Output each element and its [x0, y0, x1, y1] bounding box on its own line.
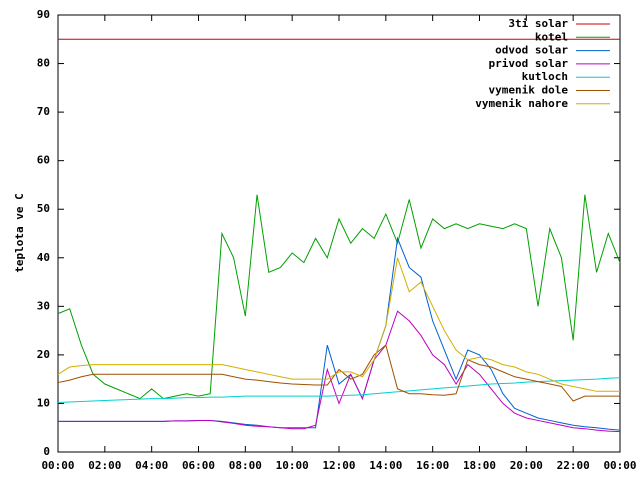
x-tick-label: 12:00 — [322, 459, 355, 472]
series-line — [57, 344, 620, 402]
legend-label: vymenik nahore — [475, 97, 568, 110]
y-tick-label: 80 — [37, 57, 50, 70]
x-tick-label: 14:00 — [369, 459, 402, 472]
y-tick-label: 40 — [37, 251, 50, 264]
x-tick-label: 02:00 — [88, 459, 121, 472]
y-tick-label: 50 — [37, 202, 50, 215]
x-tick-label: 08:00 — [229, 459, 262, 472]
y-tick-label: 70 — [37, 105, 50, 118]
y-tick-label: 30 — [37, 299, 50, 312]
legend-label: odvod solar — [495, 44, 568, 57]
y-tick-label: 60 — [37, 154, 50, 167]
x-tick-label: 06:00 — [182, 459, 215, 472]
x-tick-label: 10:00 — [276, 459, 309, 472]
y-tick-label: 90 — [37, 8, 50, 21]
y-tick-label: 0 — [43, 445, 50, 458]
series-line — [57, 194, 621, 400]
series-line — [58, 310, 621, 433]
series-line — [58, 236, 621, 431]
x-tick-label: 04:00 — [135, 459, 168, 472]
y-tick-label: 20 — [37, 348, 50, 361]
x-tick-label: 00:00 — [603, 459, 636, 472]
series-line — [57, 377, 621, 403]
legend-label: 3ti solar — [508, 17, 568, 30]
series-line — [57, 257, 620, 392]
legend-label: vymenik dole — [489, 84, 569, 97]
y-tick-label: 10 — [37, 396, 50, 409]
x-tick-label: 18:00 — [463, 459, 496, 472]
legend-label: kotel — [535, 30, 568, 43]
x-tick-label: 22:00 — [557, 459, 590, 472]
x-tick-label: 16:00 — [416, 459, 449, 472]
x-tick-label: 00:00 — [41, 459, 74, 472]
legend-label: privod solar — [489, 57, 569, 70]
x-tick-label: 20:00 — [510, 459, 543, 472]
legend-label: kutloch — [522, 70, 568, 83]
y-axis-label: teplota ve C — [13, 193, 26, 272]
